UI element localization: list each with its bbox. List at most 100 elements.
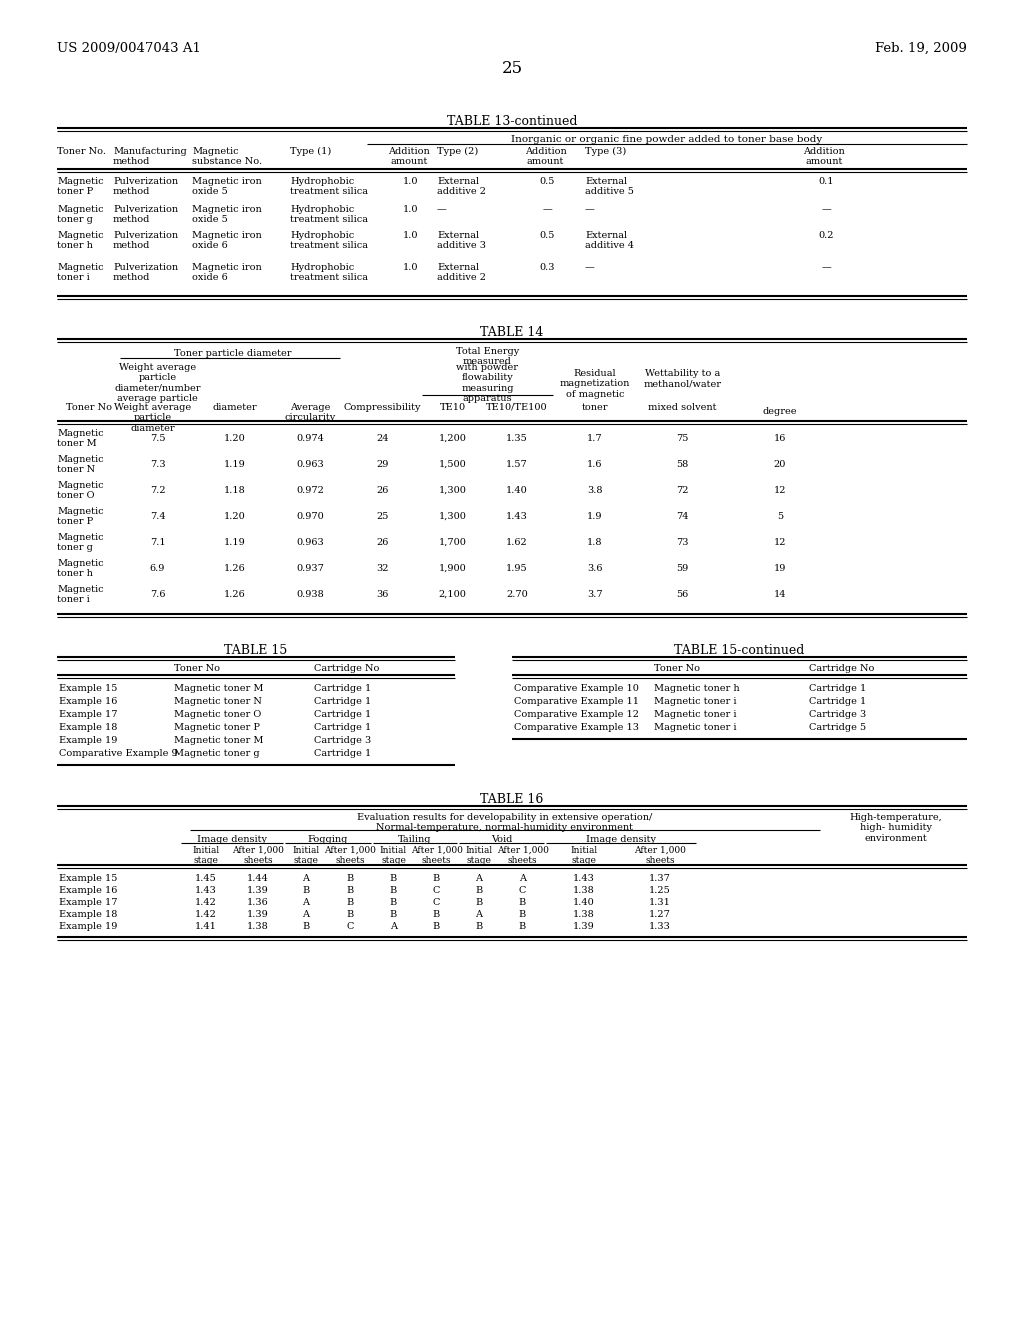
Text: Magnetic toner P: Magnetic toner P: [174, 723, 260, 733]
Text: External
additive 2: External additive 2: [437, 263, 486, 282]
Text: 1.62: 1.62: [506, 539, 528, 546]
Text: Residual
magnetization
of magnetic: Residual magnetization of magnetic: [560, 370, 630, 399]
Text: 1.35: 1.35: [506, 434, 528, 444]
Text: B: B: [390, 886, 397, 895]
Text: Magnetic toner N: Magnetic toner N: [174, 697, 262, 706]
Text: After 1,000
sheets: After 1,000 sheets: [634, 846, 686, 866]
Text: 1.0: 1.0: [403, 263, 419, 272]
Text: TABLE 15-continued: TABLE 15-continued: [675, 644, 805, 657]
Text: Weight average
particle
diameter/number
average particle: Weight average particle diameter/number …: [115, 363, 201, 403]
Text: B: B: [390, 898, 397, 907]
Text: Hydrophobic
treatment silica: Hydrophobic treatment silica: [290, 177, 368, 197]
Text: Tailing: Tailing: [398, 836, 432, 843]
Text: 24: 24: [376, 434, 389, 444]
Text: 1,700: 1,700: [438, 539, 467, 546]
Text: Pulverization
method: Pulverization method: [113, 177, 178, 197]
Text: Comparative Example 11: Comparative Example 11: [514, 697, 639, 706]
Text: 1.20: 1.20: [224, 434, 246, 444]
Text: 1,300: 1,300: [438, 512, 467, 521]
Text: 1.95: 1.95: [506, 564, 527, 573]
Text: Magnetic
toner i: Magnetic toner i: [57, 585, 103, 605]
Text: 1.41: 1.41: [195, 921, 217, 931]
Text: 1.40: 1.40: [506, 486, 528, 495]
Text: High-temperature,
high- humidity
environment: High-temperature, high- humidity environ…: [850, 813, 942, 842]
Text: Wettability to a
methanol/water: Wettability to a methanol/water: [643, 370, 722, 388]
Text: A: A: [390, 921, 397, 931]
Text: 1.0: 1.0: [403, 205, 419, 214]
Text: Magnetic toner i: Magnetic toner i: [654, 710, 736, 719]
Text: 1.43: 1.43: [506, 512, 528, 521]
Text: 6.9: 6.9: [150, 564, 165, 573]
Text: 20: 20: [774, 459, 786, 469]
Text: 1,500: 1,500: [438, 459, 466, 469]
Text: 0.937: 0.937: [296, 564, 324, 573]
Text: 1.26: 1.26: [224, 564, 246, 573]
Text: 25: 25: [502, 59, 522, 77]
Text: B: B: [390, 874, 397, 883]
Text: 1.8: 1.8: [587, 539, 603, 546]
Text: Type (3): Type (3): [585, 147, 627, 156]
Text: Magnetic
toner P: Magnetic toner P: [57, 507, 103, 527]
Text: Evaluation results for developability in extensive operation/
Normal-temperature: Evaluation results for developability in…: [357, 813, 652, 833]
Text: C: C: [433, 898, 440, 907]
Text: Void: Void: [490, 836, 512, 843]
Text: Cartridge 1: Cartridge 1: [314, 710, 372, 719]
Text: Cartridge 3: Cartridge 3: [314, 737, 372, 744]
Text: Magnetic
toner g: Magnetic toner g: [57, 533, 103, 552]
Text: 1.39: 1.39: [573, 921, 595, 931]
Text: 56: 56: [677, 590, 688, 599]
Text: Magnetic iron
oxide 5: Magnetic iron oxide 5: [193, 205, 262, 224]
Text: Comparative Example 12: Comparative Example 12: [514, 710, 639, 719]
Text: 36: 36: [376, 590, 389, 599]
Text: Example 18: Example 18: [59, 909, 118, 919]
Text: 7.5: 7.5: [150, 434, 165, 444]
Text: Addition
amount: Addition amount: [388, 147, 430, 166]
Text: Hydrophobic
treatment silica: Hydrophobic treatment silica: [290, 205, 368, 224]
Text: 1,200: 1,200: [438, 434, 467, 444]
Text: Total Energy
measured: Total Energy measured: [456, 347, 519, 367]
Text: Cartridge 1: Cartridge 1: [314, 723, 372, 733]
Text: B: B: [346, 886, 353, 895]
Text: A: A: [302, 909, 309, 919]
Text: 75: 75: [676, 434, 689, 444]
Text: Example 19: Example 19: [59, 921, 118, 931]
Text: 58: 58: [677, 459, 688, 469]
Text: Cartridge 1: Cartridge 1: [809, 684, 866, 693]
Text: 26: 26: [376, 539, 389, 546]
Text: 72: 72: [676, 486, 689, 495]
Text: B: B: [433, 909, 440, 919]
Text: Pulverization
method: Pulverization method: [113, 263, 178, 282]
Text: TABLE 13-continued: TABLE 13-continued: [446, 115, 578, 128]
Text: 1.40: 1.40: [573, 898, 595, 907]
Text: Addition
amount: Addition amount: [524, 147, 566, 166]
Text: External
additive 3: External additive 3: [437, 231, 486, 251]
Text: 16: 16: [774, 434, 786, 444]
Text: Cartridge 1: Cartridge 1: [314, 748, 372, 758]
Text: Type (2): Type (2): [437, 147, 478, 156]
Text: Magnetic
toner P: Magnetic toner P: [57, 177, 103, 197]
Text: Cartridge 1: Cartridge 1: [809, 697, 866, 706]
Text: 0.3: 0.3: [540, 263, 555, 272]
Text: 1.45: 1.45: [196, 874, 217, 883]
Text: Initial
stage: Initial stage: [380, 846, 408, 866]
Text: 1.33: 1.33: [649, 921, 671, 931]
Text: 29: 29: [376, 459, 389, 469]
Text: Pulverization
method: Pulverization method: [113, 231, 178, 251]
Text: 7.6: 7.6: [150, 590, 165, 599]
Text: A: A: [302, 898, 309, 907]
Text: TABLE 14: TABLE 14: [480, 326, 544, 339]
Text: Comparative Example 9: Comparative Example 9: [59, 748, 177, 758]
Text: 1.19: 1.19: [224, 539, 246, 546]
Text: —: —: [585, 263, 595, 272]
Text: Toner No: Toner No: [654, 664, 700, 673]
Text: 1.20: 1.20: [224, 512, 246, 521]
Text: Hydrophobic
treatment silica: Hydrophobic treatment silica: [290, 263, 368, 282]
Text: 7.2: 7.2: [150, 486, 165, 495]
Text: Addition
amount: Addition amount: [803, 147, 845, 166]
Text: B: B: [346, 874, 353, 883]
Text: Example 19: Example 19: [59, 737, 118, 744]
Text: Hydrophobic
treatment silica: Hydrophobic treatment silica: [290, 231, 368, 251]
Text: 1.31: 1.31: [649, 898, 671, 907]
Text: 74: 74: [676, 512, 689, 521]
Text: —: —: [821, 263, 830, 272]
